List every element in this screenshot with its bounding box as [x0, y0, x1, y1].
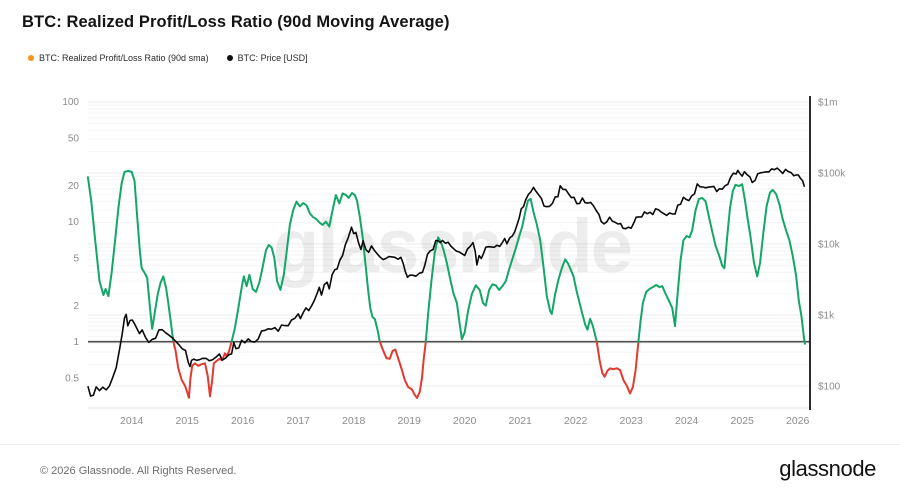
chart-canvas: glassnode1005020105210.5$1m$100k$10k$1k$…	[62, 96, 846, 427]
ratio-line	[637, 183, 806, 345]
ratio-line	[595, 340, 640, 395]
ratio-series-dot-icon	[28, 55, 34, 61]
left-axis-tick-label: 100	[62, 97, 79, 108]
price-series-dot-icon	[226, 55, 233, 61]
x-axis-tick-label: 2021	[509, 415, 533, 427]
ratio-line	[424, 197, 598, 343]
x-axis-tick-label: 2023	[620, 415, 644, 427]
x-axis-tick-label: 2020	[453, 415, 477, 427]
right-axis-tick-label: $100k	[818, 169, 846, 180]
right-axis-tick-label: $100	[818, 382, 841, 393]
x-axis-tick-label: 2022	[564, 415, 588, 427]
right-axis-tick-label: $10k	[818, 240, 841, 251]
price-line	[87, 167, 806, 397]
legend-item-price[interactable]: BTC: Price [USD]	[226, 53, 308, 63]
x-axis-tick-label: 2018	[342, 415, 366, 427]
right-axis-tick-label: $1m	[818, 98, 837, 109]
x-axis-tick-label: 2024	[675, 415, 699, 427]
chart-legend: BTC: Realized Profit/Loss Ratio (90d sma…	[28, 53, 308, 63]
page-title: BTC: Realized Profit/Loss Ratio (90d Mov…	[22, 13, 450, 31]
left-axis-tick-label: 5	[73, 253, 79, 264]
x-axis-tick-label: 2015	[176, 415, 200, 427]
x-axis-tick-label: 2017	[287, 415, 311, 427]
x-axis-tick-label: 2025	[731, 415, 755, 427]
ratio-line	[172, 340, 233, 399]
ratio-line	[86, 169, 175, 343]
x-axis-tick-label: 2014	[120, 415, 144, 427]
x-axis-tick-label: 2016	[231, 415, 255, 427]
x-axis-tick-label: 2026	[786, 415, 810, 427]
legend-item-price-label: BTC: Price [USD]	[237, 53, 308, 63]
legend-item-ratio[interactable]: BTC: Realized Profit/Loss Ratio (90d sma…	[28, 53, 209, 63]
right-axis-tick-label: $1k	[818, 311, 835, 322]
legend-item-ratio-label: BTC: Realized Profit/Loss Ratio (90d sma…	[39, 53, 209, 63]
copyright-text: © 2026 Glassnode. All Rights Reserved.	[40, 465, 237, 477]
left-axis-tick-label: 1	[73, 337, 79, 348]
left-axis-tick-label: 50	[68, 133, 80, 144]
ratio-line	[230, 192, 381, 343]
chart-plot-area: glassnode 100 50 20 10 5 2 1 0.5 $1m $100k $10k $1k $…	[0, 80, 900, 440]
x-axis-tick-label: 2019	[398, 415, 422, 427]
page-footer: © 2026 Glassnode. All Rights Reserved. g…	[0, 444, 900, 501]
left-axis-tick-label: 2	[73, 301, 79, 312]
ratio-line	[378, 340, 427, 399]
left-axis-tick-label: 10	[68, 217, 80, 228]
glassnode-logo[interactable]: glassnode	[779, 456, 876, 481]
left-axis-tick-label: 20	[68, 181, 80, 192]
left-axis-tick-label: 0.5	[65, 373, 79, 384]
